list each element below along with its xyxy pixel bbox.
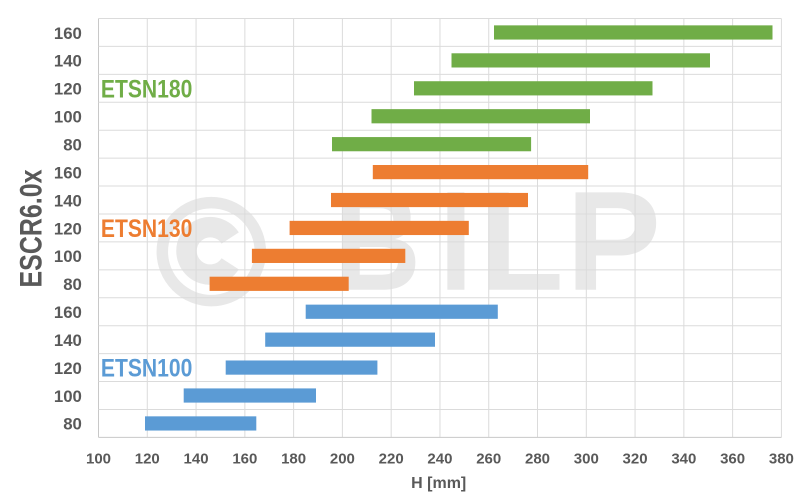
svg-text:140: 140 (184, 451, 209, 468)
svg-text:ESCR6.0x: ESCR6.0x (13, 169, 48, 288)
svg-text:340: 340 (671, 451, 696, 468)
svg-text:120: 120 (54, 80, 82, 99)
svg-text:280: 280 (525, 451, 550, 468)
svg-text:380: 380 (769, 451, 794, 468)
svg-text:140: 140 (54, 191, 82, 210)
svg-text:300: 300 (574, 451, 599, 468)
svg-text:320: 320 (623, 451, 648, 468)
svg-text:240: 240 (427, 451, 452, 468)
svg-text:ETSN100: ETSN100 (101, 355, 192, 383)
svg-text:ETSN130: ETSN130 (101, 215, 192, 243)
svg-text:140: 140 (54, 331, 82, 350)
svg-text:120: 120 (135, 451, 160, 468)
svg-text:100: 100 (54, 108, 82, 127)
svg-text:100: 100 (54, 247, 82, 266)
svg-text:H [mm]: H [mm] (411, 475, 466, 492)
svg-text:140: 140 (54, 52, 82, 71)
svg-text:80: 80 (63, 135, 82, 154)
svg-text:P: P (566, 162, 661, 321)
svg-text:360: 360 (720, 451, 745, 468)
svg-text:160: 160 (54, 24, 82, 43)
svg-text:80: 80 (63, 275, 82, 294)
svg-text:100: 100 (54, 387, 82, 406)
svg-text:I: I (439, 162, 472, 320)
svg-text:120: 120 (54, 359, 82, 378)
svg-text:160: 160 (54, 303, 82, 322)
svg-text:260: 260 (476, 451, 501, 468)
svg-text:180: 180 (281, 451, 306, 468)
svg-text:160: 160 (54, 163, 82, 182)
svg-text:80: 80 (63, 415, 82, 434)
svg-text:200: 200 (330, 451, 355, 468)
svg-text:100: 100 (86, 451, 111, 468)
svg-text:160: 160 (232, 451, 257, 468)
svg-text:220: 220 (379, 451, 404, 468)
svg-text:ETSN180: ETSN180 (101, 75, 192, 103)
svg-text:B: B (335, 163, 421, 320)
svg-text:120: 120 (54, 219, 82, 238)
svg-text:L: L (480, 162, 564, 320)
